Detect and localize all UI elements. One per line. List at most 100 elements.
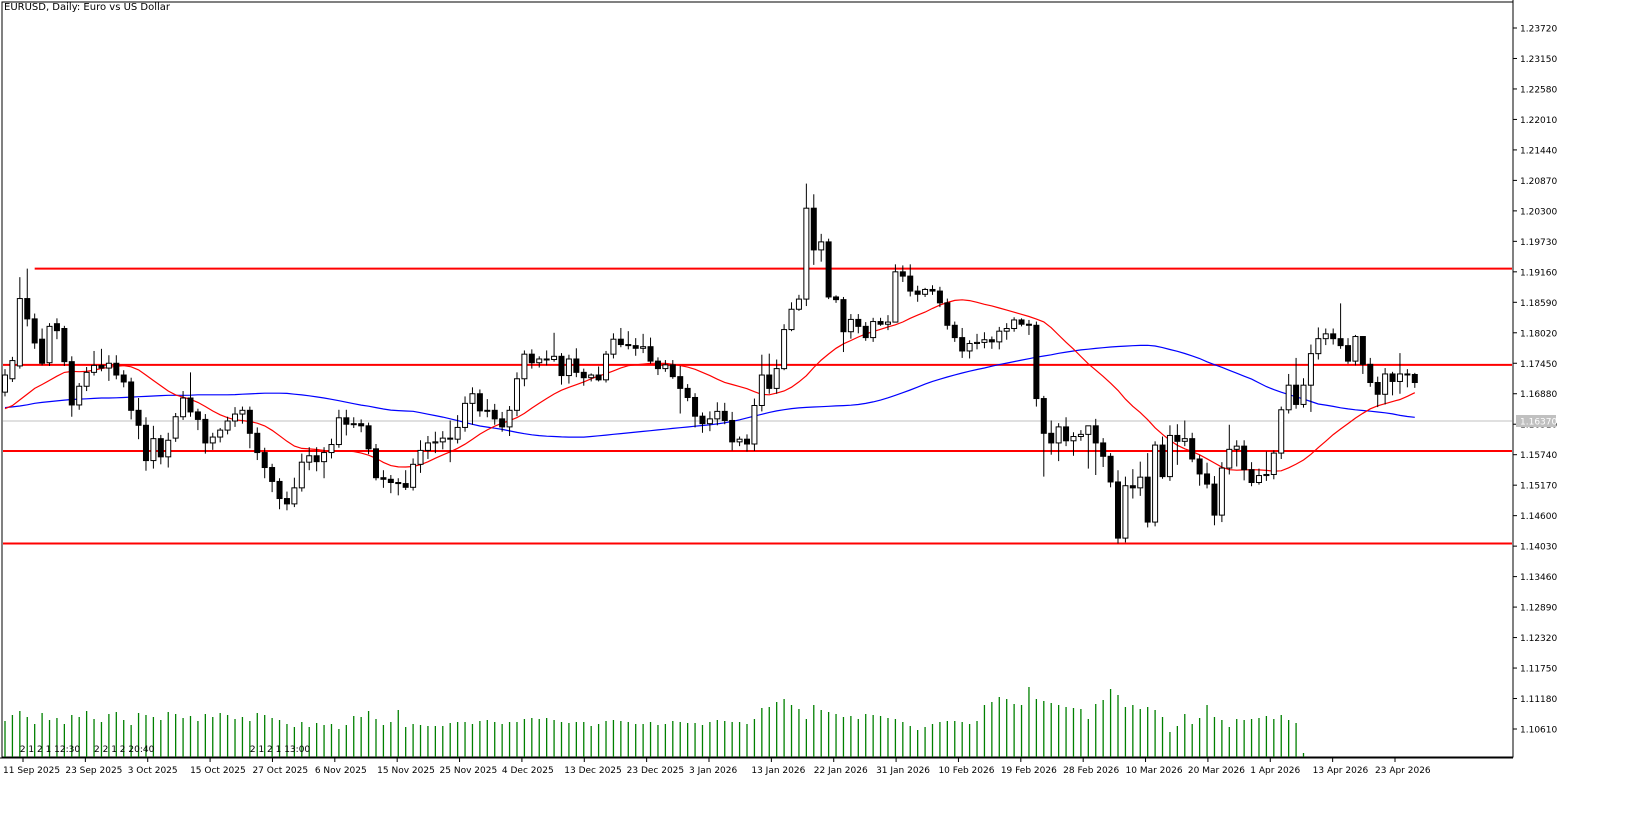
candle <box>1144 453 1151 528</box>
candle <box>833 295 840 303</box>
candle-body <box>417 449 424 465</box>
candle <box>1107 453 1114 488</box>
y-tick-label: 1.14600 <box>1520 512 1557 522</box>
candle <box>1359 335 1366 374</box>
candle-body <box>684 387 691 398</box>
x-axis: 11 Sep 2025 23 Sep 2025 3 Oct 2025 15 Oct 2… <box>0 757 1513 776</box>
candle-body <box>922 288 929 295</box>
candle <box>1411 372 1418 388</box>
candle <box>283 491 290 511</box>
candle-body <box>1107 455 1114 483</box>
y-tick-label: 1.19160 <box>1520 268 1557 278</box>
y-tick-label: 1.15740 <box>1520 451 1557 461</box>
candle <box>1092 418 1099 476</box>
candle <box>1100 438 1107 467</box>
candle <box>654 357 661 376</box>
candle-body <box>573 358 580 373</box>
candle <box>291 477 298 508</box>
candle-body <box>380 477 387 480</box>
y-tick-label: 1.12320 <box>1520 634 1557 644</box>
candle <box>543 350 550 366</box>
candle-body <box>128 381 135 411</box>
candle <box>1315 327 1322 360</box>
candle-body <box>1285 384 1292 411</box>
candle <box>202 414 209 454</box>
y-tick-label: 1.11750 <box>1520 665 1557 675</box>
candle <box>105 355 112 381</box>
candle-body <box>773 368 780 389</box>
candle-body <box>1382 373 1389 395</box>
candle <box>395 478 402 496</box>
candle-body <box>981 339 988 343</box>
candle <box>98 348 105 372</box>
candle <box>699 412 706 433</box>
candle <box>1085 425 1092 469</box>
candle-body <box>1189 438 1196 460</box>
candle-body <box>328 444 335 454</box>
y-tick-label: 1.13460 <box>1520 573 1557 583</box>
candle <box>1189 432 1196 463</box>
candle-body <box>625 344 632 347</box>
candle <box>239 406 246 424</box>
candle <box>2 369 8 397</box>
candle-body <box>9 360 16 380</box>
candle-body <box>350 423 357 426</box>
candle-body <box>83 371 90 387</box>
ma-fast-line <box>4 299 1416 472</box>
candle <box>373 444 379 481</box>
candle-body <box>2 374 8 393</box>
candle-body <box>847 318 854 333</box>
candle <box>884 315 891 331</box>
candle-body <box>1085 425 1092 435</box>
candle-body <box>632 345 639 349</box>
candle-body <box>313 455 320 463</box>
candle <box>729 411 736 451</box>
candle-body <box>432 441 439 444</box>
candle <box>966 340 973 359</box>
candle-body <box>469 393 476 404</box>
candle-body <box>603 353 610 381</box>
candle <box>350 417 357 428</box>
candle <box>424 435 431 459</box>
candle-body <box>76 385 83 406</box>
candle-body <box>929 288 936 292</box>
candle-body <box>1404 373 1411 376</box>
candle-body <box>513 378 520 411</box>
x-tick-label: 6 Nov 2025 <box>315 766 367 776</box>
candle <box>1211 476 1218 526</box>
candle-body <box>877 321 884 325</box>
candle <box>1166 425 1173 481</box>
candle <box>988 336 995 349</box>
y-tick-label: 1.15170 <box>1520 482 1557 492</box>
candle <box>46 323 53 366</box>
candle <box>907 264 914 297</box>
candle-body <box>61 328 68 363</box>
candle <box>150 425 157 469</box>
candle-body <box>373 448 379 479</box>
candle-body <box>803 207 810 300</box>
session-volume-label: 2 2 1 2 20:40 <box>94 745 155 755</box>
candle <box>224 416 231 435</box>
x-tick-label: 13 Jan 2026 <box>751 766 805 776</box>
session-volume-label: 2 1 2 1 13:00 <box>250 745 311 755</box>
candle-body <box>1144 476 1151 523</box>
candle-body <box>751 405 758 445</box>
candle-body <box>781 329 788 370</box>
candle <box>298 453 305 492</box>
candle-body <box>1137 476 1144 489</box>
candle <box>499 411 506 432</box>
candle <box>335 409 342 448</box>
candle-body <box>447 437 454 440</box>
candle <box>157 434 164 465</box>
price-tag-box <box>1516 415 1556 428</box>
y-tick-label: 1.22580 <box>1520 85 1557 95</box>
candle <box>506 406 513 436</box>
x-tick-label: 20 Mar 2026 <box>1188 766 1245 776</box>
candle <box>1389 371 1396 396</box>
candle-body <box>269 467 276 482</box>
y-tick-label: 1.23720 <box>1520 25 1557 35</box>
y-tick-label: 1.23150 <box>1520 55 1557 65</box>
candle <box>1122 476 1129 543</box>
